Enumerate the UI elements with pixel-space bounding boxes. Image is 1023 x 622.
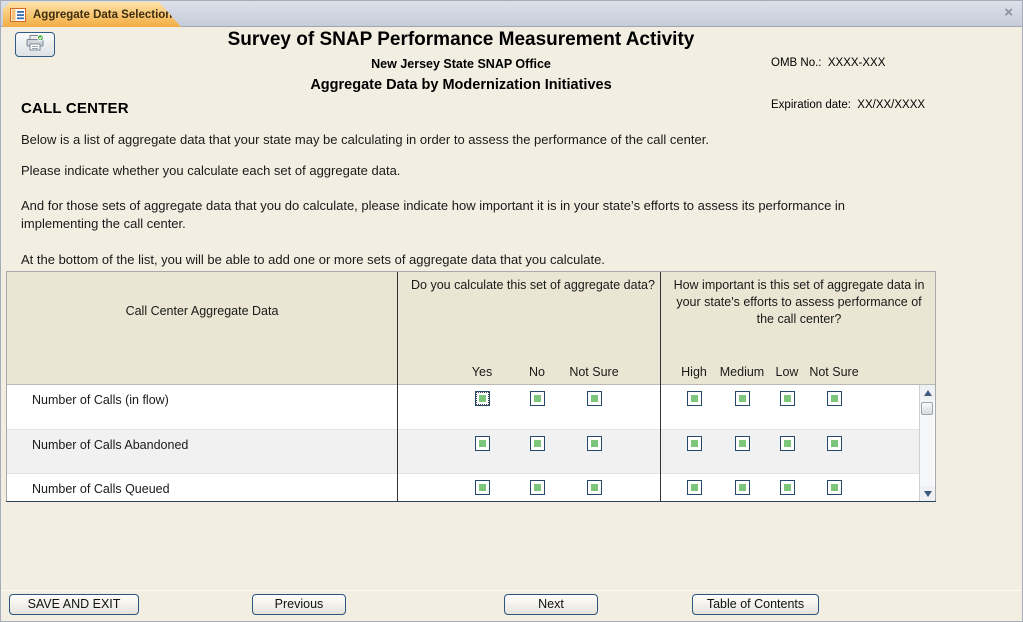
omb-info: OMB No.: XXXX-XXX Expiration date: XX/XX… xyxy=(771,28,925,140)
checkbox-importance-high[interactable] xyxy=(687,480,702,495)
intro-paragraph-4: At the bottom of the list, you will be a… xyxy=(21,252,605,267)
table-header: Call Center Aggregate Data Do you calcul… xyxy=(7,272,935,385)
table-scrollbar[interactable] xyxy=(919,385,935,501)
table-of-contents-button[interactable]: Table of Contents xyxy=(692,594,819,615)
scroll-down-button[interactable] xyxy=(920,486,935,501)
checkbox-importance-high[interactable] xyxy=(687,436,702,451)
option-label-no: No xyxy=(529,365,545,379)
page-title: Survey of SNAP Performance Measurement A… xyxy=(227,29,695,50)
checkbox-importance-not-sure[interactable] xyxy=(827,436,842,451)
option-label-importance-not-sure: Not Sure xyxy=(809,365,859,379)
previous-button[interactable]: Previous xyxy=(252,594,346,615)
office-subtitle: New Jersey State SNAP Office xyxy=(371,57,551,71)
option-label-yes: Yes xyxy=(471,365,493,379)
save-and-exit-button[interactable]: SAVE AND EXIT xyxy=(9,594,139,615)
option-label-not-sure: Not Sure xyxy=(569,365,619,379)
column-header-importance: How important is this set of aggregate d… xyxy=(673,278,925,326)
table-row: Number of Calls Queued xyxy=(7,473,920,501)
intro-paragraph-1: Below is a list of aggregate data that y… xyxy=(21,132,709,147)
option-label-low: Low xyxy=(775,365,799,379)
checkbox-calculate-no[interactable] xyxy=(530,436,545,451)
checkbox-calculate-no[interactable] xyxy=(530,391,545,406)
intro-paragraph-2: Please indicate whether you calculate ea… xyxy=(21,163,401,178)
column-divider xyxy=(397,272,398,501)
table-row: Number of Calls (in flow) xyxy=(7,385,920,429)
scroll-up-button[interactable] xyxy=(920,385,935,400)
call-center-heading: CALL CENTER xyxy=(21,100,129,117)
column-header-calculate: Do you calculate this set of aggregate d… xyxy=(411,278,655,292)
checkbox-importance-high[interactable] xyxy=(687,391,702,406)
print-button[interactable] xyxy=(15,32,55,57)
close-icon[interactable]: × xyxy=(1004,4,1013,21)
column-header-aggregate-data: Call Center Aggregate Data xyxy=(125,304,279,318)
checkbox-importance-low[interactable] xyxy=(780,391,795,406)
tab-aggregate-data-selection[interactable]: Aggregate Data Selection xyxy=(3,2,181,27)
checkbox-importance-low[interactable] xyxy=(780,436,795,451)
option-label-medium: Medium xyxy=(719,365,765,379)
checkbox-calculate-no[interactable] xyxy=(530,480,545,495)
intro-paragraph-3: And for those sets of aggregate data tha… xyxy=(21,198,846,231)
checkbox-importance-medium[interactable] xyxy=(735,391,750,406)
checkbox-calculate-not-sure[interactable] xyxy=(587,480,602,495)
checkbox-calculate-yes[interactable] xyxy=(475,391,490,406)
tab-label: Aggregate Data Selection xyxy=(33,8,173,21)
scrollbar-thumb[interactable] xyxy=(921,402,933,415)
checkbox-calculate-yes[interactable] xyxy=(475,436,490,451)
row-label: Number of Calls Queued xyxy=(32,482,170,496)
checkbox-importance-not-sure[interactable] xyxy=(827,391,842,406)
form-icon xyxy=(10,7,26,23)
checkbox-calculate-not-sure[interactable] xyxy=(587,436,602,451)
table-body: Number of Calls (in flow) Number of Call… xyxy=(7,385,920,501)
printer-icon xyxy=(25,34,45,55)
expiration-date: Expiration date: XX/XX/XXXX xyxy=(771,99,926,111)
checkbox-importance-low[interactable] xyxy=(780,480,795,495)
arrow-up-icon xyxy=(923,389,932,396)
column-divider xyxy=(660,272,661,501)
next-button[interactable]: Next xyxy=(504,594,598,615)
checkbox-importance-medium[interactable] xyxy=(735,436,750,451)
row-label: Number of Calls Abandoned xyxy=(32,438,189,452)
section-title: Aggregate Data by Modernization Initiati… xyxy=(310,77,612,93)
omb-number: OMB No.: XXXX-XXX xyxy=(771,57,886,69)
table-row: Number of Calls Abandoned xyxy=(7,429,920,473)
footer-strip xyxy=(1,590,1022,621)
checkbox-calculate-yes[interactable] xyxy=(475,480,490,495)
tab-bar: Aggregate Data Selection × xyxy=(1,1,1022,27)
checkbox-importance-not-sure[interactable] xyxy=(827,480,842,495)
checkbox-importance-medium[interactable] xyxy=(735,480,750,495)
aggregate-data-table: Call Center Aggregate Data Do you calcul… xyxy=(6,271,936,502)
row-label: Number of Calls (in flow) xyxy=(32,393,169,407)
arrow-down-icon xyxy=(923,490,932,497)
checkbox-calculate-not-sure[interactable] xyxy=(587,391,602,406)
option-label-high: High xyxy=(681,365,707,379)
